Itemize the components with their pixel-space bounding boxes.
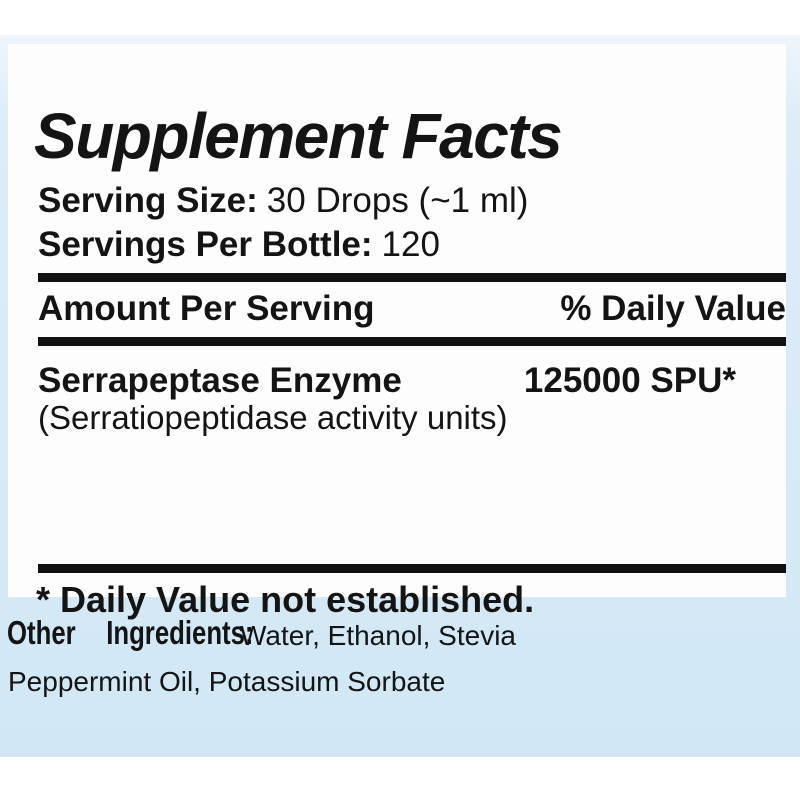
nutrient-detail: (Serratiopeptidase activity units): [38, 399, 508, 436]
amount-per-serving-header: Amount Per Serving: [38, 289, 375, 328]
servings-per-bottle-value: 120: [381, 225, 440, 264]
column-header-row: Amount Per Serving % Daily Value: [38, 289, 786, 329]
daily-value-header: % Daily Value: [560, 289, 786, 328]
other-ingredients-label: Other Ingredients:: [7, 614, 254, 651]
divider-bar-middle: [38, 337, 786, 346]
serving-size-value: 30 Drops (~1 ml): [266, 181, 529, 220]
other-ingredients-line2: Peppermint Oil, Potassium Sorbate: [8, 666, 446, 697]
divider-bar-bottom: [38, 564, 786, 573]
panel-title: Supplement Facts: [34, 100, 563, 172]
serving-size-row: Serving Size: 30 Drops (~1 ml): [38, 182, 528, 220]
supplement-facts-panel: Supplement Facts Serving Size: 30 Drops (…: [8, 44, 786, 620]
servings-per-bottle-row: Servings Per Bottle: 120: [38, 226, 440, 264]
nutrient-amount: 125000 SPU*: [523, 361, 736, 400]
nutrient-name: Serrapeptase Enzyme: [38, 361, 402, 400]
servings-per-bottle-label: Servings Per Bottle:: [38, 225, 373, 264]
serving-size-label: Serving Size:: [38, 181, 258, 220]
daily-value-footnote: * Daily Value not established.: [36, 579, 535, 620]
nutrient-row: Serrapeptase Enzyme 125000 SPU*: [38, 361, 786, 401]
other-ingredients-line1: Water, Ethanol, Stevia: [240, 620, 516, 651]
divider-bar-top: [38, 273, 786, 282]
